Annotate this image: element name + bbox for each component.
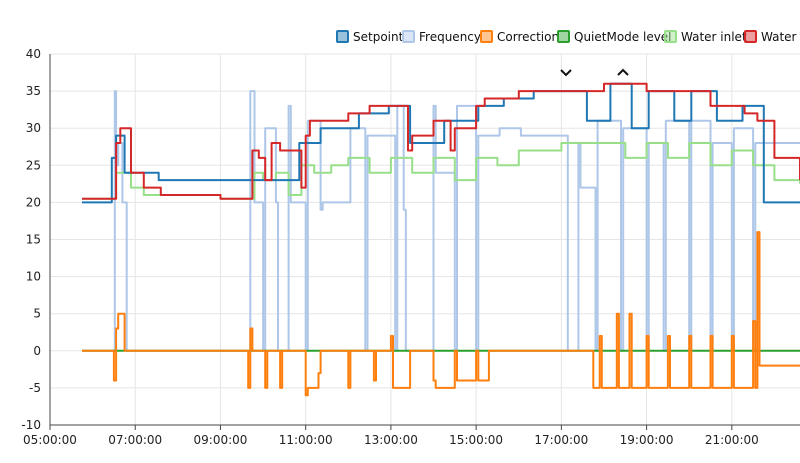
legend-label: QuietMode level (574, 30, 672, 44)
series-line-frequency (82, 90, 800, 352)
series-line-water-o (82, 82, 800, 200)
legend-label: Setpoint (353, 30, 404, 44)
y-tick-label: 15 (26, 233, 41, 247)
grid (49, 53, 800, 426)
series-lines (82, 82, 800, 397)
chart-controls (560, 68, 629, 77)
legend-item-setpoint[interactable]: Setpoint (336, 30, 404, 44)
chevron-up-icon[interactable] (617, 68, 629, 76)
axes: -10 -5 0 5 10 15 20 25 30 35 40 05:00:00 07:00:00 09:… (21, 47, 800, 447)
x-tick-label: 07:00:00 (108, 433, 162, 447)
y-tick-label: 40 (26, 47, 41, 61)
legend-swatch (480, 30, 493, 43)
y-tick-label: 0 (33, 344, 41, 358)
legend-item-frequency[interactable]: Frequency (402, 30, 481, 44)
legend-label: Water inlet (681, 30, 747, 44)
y-tick-label: -10 (21, 418, 41, 432)
x-tick-label: 05:00:00 (23, 433, 77, 447)
y-tick-label: -5 (29, 381, 41, 395)
x-tick-label: 17:00:00 (534, 433, 588, 447)
legend-swatch (402, 30, 415, 43)
x-tick-label: 11:00:00 (279, 433, 333, 447)
legend-item-water-o[interactable]: Water o (744, 30, 800, 44)
legend-label: Water o (761, 30, 800, 44)
y-tick-label: 10 (26, 270, 41, 284)
legend-swatch (664, 30, 677, 43)
y-tick-label: 25 (26, 158, 41, 172)
legend-item-correction[interactable]: Correction (480, 30, 559, 44)
legend-swatch (744, 30, 757, 43)
legend: Setpoint Frequency Correction QuietMode lev… (336, 30, 800, 44)
legend-label: Frequency (419, 30, 481, 44)
x-tick-label: 19:00:00 (620, 433, 674, 447)
chevron-down-icon[interactable] (560, 69, 572, 77)
series-line-correction (82, 231, 800, 397)
x-tick-label: 13:00:00 (364, 433, 418, 447)
legend-item-water-inlet[interactable]: Water inlet (664, 30, 747, 44)
legend-item-quietmode-level[interactable]: QuietMode level (557, 30, 672, 44)
y-tick-label: 5 (33, 307, 41, 321)
series-line-setpoint (82, 82, 800, 204)
y-tick-label: 35 (26, 84, 41, 98)
legend-swatch (557, 30, 570, 43)
y-tick-label: 30 (26, 121, 41, 135)
x-tick-label: 09:00:00 (194, 433, 248, 447)
x-tick-label: 21:00:00 (705, 433, 759, 447)
legend-swatch (336, 30, 349, 43)
y-tick-label: 20 (26, 195, 41, 209)
x-tick-label: 15:00:00 (449, 433, 503, 447)
legend-label: Correction (497, 30, 559, 44)
